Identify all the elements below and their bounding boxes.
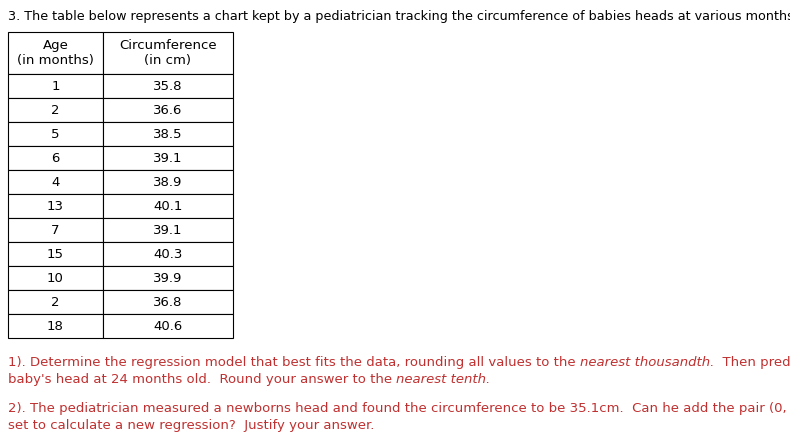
Text: baby's head at 24 months old.  Round your answer to the: baby's head at 24 months old. Round your… (8, 373, 397, 386)
Text: 40.6: 40.6 (153, 319, 182, 332)
Bar (8, 170, 103, 194)
Bar (8, 290, 103, 314)
Text: 38.5: 38.5 (153, 128, 182, 141)
Text: 10: 10 (47, 272, 64, 285)
Bar (103, 218, 233, 242)
Text: nearest thousandth.: nearest thousandth. (580, 356, 714, 369)
Text: 7: 7 (51, 224, 60, 237)
Text: 40.1: 40.1 (153, 200, 182, 213)
Text: 39.1: 39.1 (153, 151, 182, 164)
Text: 15: 15 (47, 247, 64, 260)
Text: 1). Determine the regression model that best fits the data, rounding all values : 1). Determine the regression model that … (8, 356, 580, 369)
Text: 18: 18 (47, 319, 64, 332)
Bar (8, 146, 103, 170)
Text: 1: 1 (51, 79, 60, 92)
Bar (8, 314, 103, 338)
Bar (8, 74, 103, 98)
Text: 2: 2 (51, 296, 60, 309)
Text: 5: 5 (51, 128, 60, 141)
Text: 39.9: 39.9 (153, 272, 182, 285)
Text: set to calculate a new regression?  Justify your answer.: set to calculate a new regression? Justi… (8, 419, 374, 432)
Text: 4: 4 (51, 175, 60, 188)
Bar (8, 218, 103, 242)
Bar (8, 266, 103, 290)
Text: 39.1: 39.1 (153, 224, 182, 237)
Bar (103, 290, 233, 314)
Text: Age
(in months): Age (in months) (17, 39, 94, 67)
Text: Then predict the size of a: Then predict the size of a (714, 356, 790, 369)
Bar (103, 146, 233, 170)
Text: 36.8: 36.8 (153, 296, 182, 309)
Bar (103, 32, 233, 74)
Bar (8, 98, 103, 122)
Text: 35.8: 35.8 (153, 79, 182, 92)
Text: 13: 13 (47, 200, 64, 213)
Text: 40.3: 40.3 (153, 247, 182, 260)
Bar (8, 122, 103, 146)
Bar (103, 98, 233, 122)
Bar (103, 266, 233, 290)
Bar (8, 242, 103, 266)
Text: 38.9: 38.9 (153, 175, 182, 188)
Bar (103, 74, 233, 98)
Text: 2: 2 (51, 103, 60, 116)
Bar (103, 194, 233, 218)
Bar (8, 194, 103, 218)
Bar (103, 314, 233, 338)
Text: 2). The pediatrician measured a newborns head and found the circumference to be : 2). The pediatrician measured a newborns… (8, 402, 790, 415)
Text: Circumference
(in cm): Circumference (in cm) (119, 39, 216, 67)
Text: 3. The table below represents a chart kept by a pediatrician tracking the circum: 3. The table below represents a chart ke… (8, 10, 790, 23)
Bar (103, 122, 233, 146)
Text: nearest tenth.: nearest tenth. (397, 373, 491, 386)
Text: 36.6: 36.6 (153, 103, 182, 116)
Bar (103, 242, 233, 266)
Bar (103, 170, 233, 194)
Bar (8, 32, 103, 74)
Text: 6: 6 (51, 151, 60, 164)
